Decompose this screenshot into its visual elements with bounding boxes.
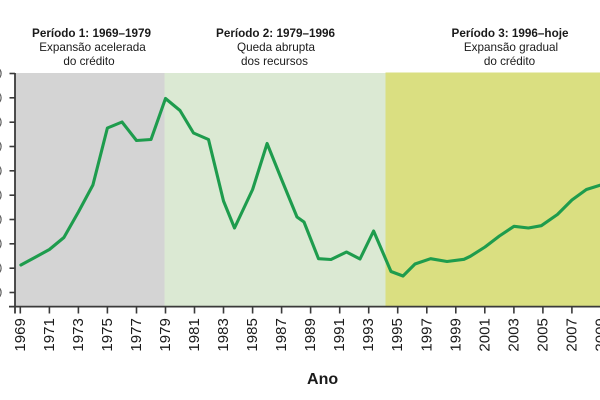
svg-text:do crédito: do crédito	[484, 55, 536, 68]
svg-text:Período 1: 1969–1979: Período 1: 1969–1979	[32, 27, 151, 40]
svg-text:1997: 1997	[418, 318, 435, 351]
svg-text:1989: 1989	[302, 318, 319, 351]
svg-text:1987: 1987	[273, 318, 290, 351]
svg-text:1981: 1981	[186, 318, 203, 351]
svg-text:1983: 1983	[215, 318, 232, 351]
svg-text:Período 3: 1996–hoje: Período 3: 1996–hoje	[452, 27, 569, 40]
svg-text:1993: 1993	[360, 318, 377, 351]
svg-text:2007: 2007	[563, 318, 580, 351]
svg-text:do crédito: do crédito	[63, 55, 115, 68]
svg-text:2005: 2005	[534, 318, 551, 351]
svg-text:1977: 1977	[128, 318, 145, 351]
svg-text:1975: 1975	[99, 318, 116, 351]
svg-text:1999: 1999	[447, 318, 464, 351]
svg-text:1979: 1979	[157, 318, 174, 351]
svg-text:1971: 1971	[41, 318, 58, 351]
svg-text:1985: 1985	[244, 318, 261, 351]
svg-text:1991: 1991	[331, 318, 348, 351]
svg-text:Expansão gradual: Expansão gradual	[464, 41, 558, 54]
svg-text:Queda abrupta: Queda abrupta	[237, 41, 315, 54]
svg-text:1973: 1973	[70, 318, 87, 351]
svg-text:1969: 1969	[12, 318, 29, 351]
svg-text:Período 2: 1979–1996: Período 2: 1979–1996	[216, 27, 335, 40]
svg-text:1995: 1995	[389, 318, 406, 351]
svg-text:2001: 2001	[476, 318, 493, 351]
svg-text:2003: 2003	[505, 318, 522, 351]
svg-text:dos recursos: dos recursos	[241, 55, 308, 68]
svg-text:Ano: Ano	[307, 371, 338, 388]
svg-text:2009: 2009	[592, 318, 600, 351]
svg-text:Expansão acelerada: Expansão acelerada	[39, 41, 146, 54]
